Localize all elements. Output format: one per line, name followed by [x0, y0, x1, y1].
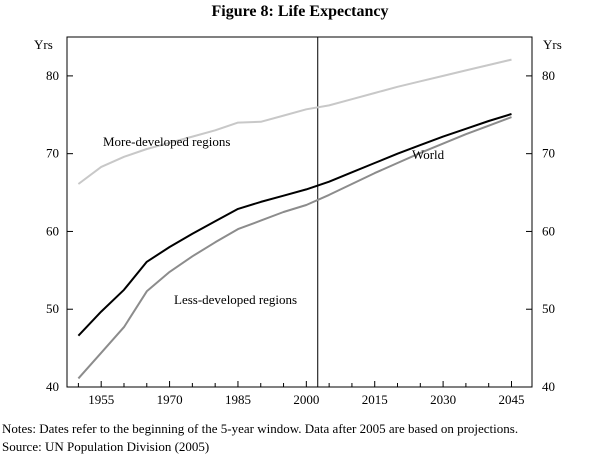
y-tick-label-right: 40 [542, 379, 555, 394]
figure-notes: Notes: Dates refer to the beginning of t… [2, 420, 518, 456]
y-tick-label-left: 70 [46, 146, 59, 161]
chart-title: Figure 8: Life Expectancy [211, 3, 389, 20]
series-group [77, 58, 512, 380]
source-text: Source: UN Population Division (2005) [2, 439, 210, 454]
y-axis-label-right: Yrs [543, 37, 562, 52]
y-axis-label-left: Yrs [34, 37, 53, 52]
series-label-more-developed: More-developed regions [103, 134, 230, 149]
x-tick-label: 1955 [88, 392, 114, 407]
x-tick-label: 1985 [225, 392, 251, 407]
y-tick-label-right: 50 [542, 301, 555, 316]
y-tick-label-right: 60 [542, 223, 555, 238]
plot-frame [66, 36, 533, 388]
y-ticks-right: 40 50 60 70 80 [526, 68, 555, 394]
notes-text: Notes: Dates refer to the beginning of t… [2, 421, 519, 436]
series-line-world [77, 113, 512, 337]
y-tick-label-left: 40 [46, 379, 59, 394]
x-tick-label: 1970 [157, 392, 183, 407]
x-ticks: 1955 1970 1985 2000 2015 2030 2045 [77, 381, 524, 407]
y-tick-label-left: 60 [46, 223, 59, 238]
series-line-more-developed-regions [77, 58, 512, 185]
x-tick-label: 2000 [293, 392, 319, 407]
y-ticks-left: 40 50 60 70 80 [46, 68, 73, 394]
series-line-less-developed-regions [77, 116, 512, 380]
series-label-less-developed: Less-developed regions [174, 292, 297, 307]
y-tick-label-left: 80 [46, 68, 59, 83]
x-tick-label: 2030 [430, 392, 456, 407]
x-tick-label: 2045 [498, 392, 524, 407]
y-tick-label-right: 80 [542, 68, 555, 83]
series-label-world: World [412, 147, 445, 162]
x-tick-label: 2015 [362, 392, 388, 407]
y-tick-label-left: 50 [46, 301, 59, 316]
life-expectancy-chart: 40 50 60 70 80 40 50 60 70 80 1955 1970 1985 2000 20… [34, 36, 562, 407]
y-tick-label-right: 70 [542, 146, 555, 161]
